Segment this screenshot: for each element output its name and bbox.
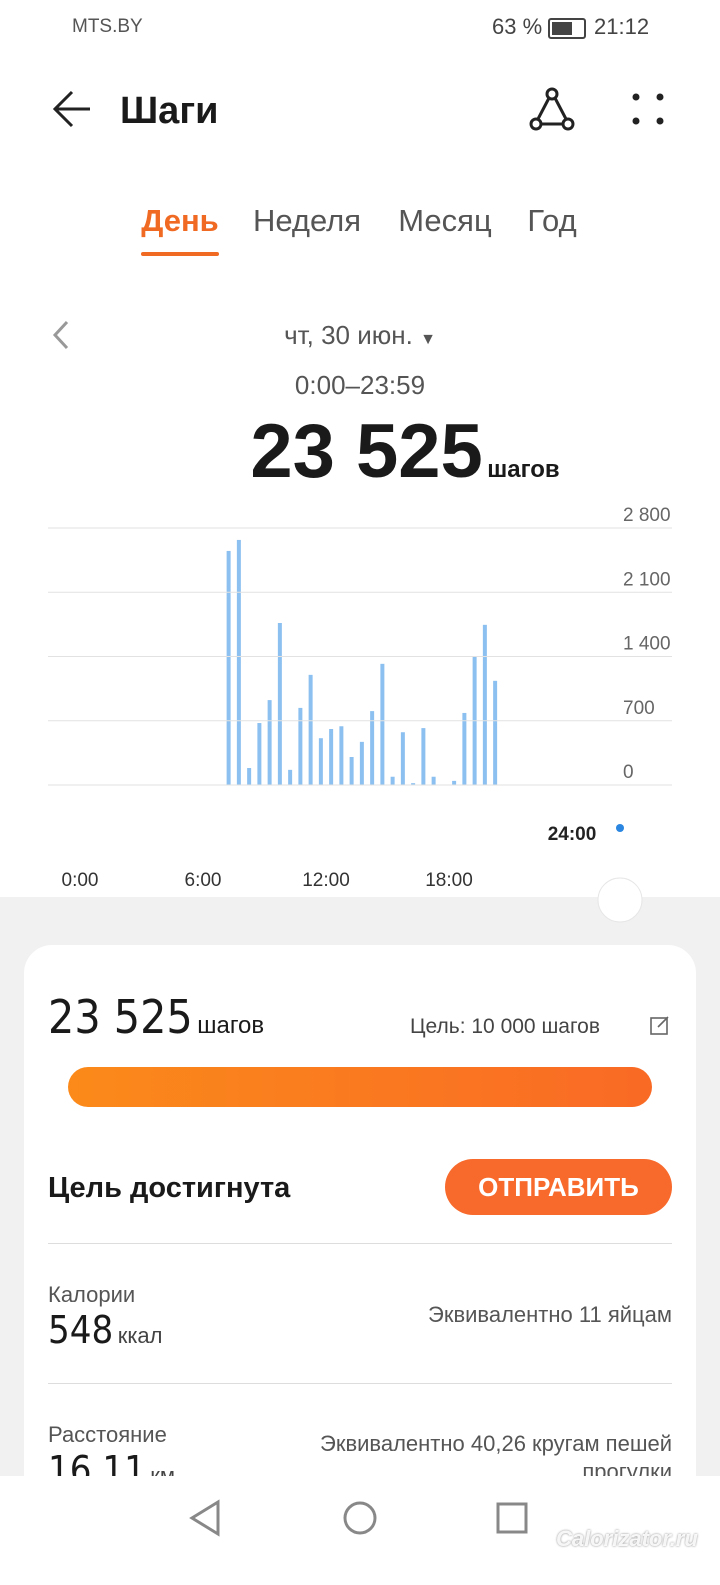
x-tick-label: 6:00	[185, 870, 222, 891]
nav-icons	[189, 1499, 528, 1537]
tab-underline	[141, 252, 219, 256]
divider	[48, 1243, 672, 1244]
cursor-dot	[616, 824, 624, 832]
bar	[226, 550, 231, 785]
y-tick-label: 700	[623, 698, 655, 719]
y-tick-label: 2 100	[623, 569, 671, 590]
x-tick-label: 0:00	[62, 870, 99, 891]
steps-summary: 23 525 шагов	[48, 990, 264, 1044]
nav-bar	[0, 1476, 720, 1560]
divider	[48, 1383, 672, 1384]
bar	[421, 728, 426, 785]
bar	[380, 663, 385, 785]
total-value: 23 525	[250, 409, 483, 494]
nav-home[interactable]	[343, 1501, 377, 1535]
bar	[493, 680, 498, 785]
carrier: MTS.BY	[72, 16, 143, 37]
bar	[411, 783, 416, 785]
bar	[247, 768, 252, 785]
bar	[298, 707, 303, 785]
watermark: Calorizator.ru	[556, 1526, 698, 1551]
edit-goal[interactable]	[648, 1014, 672, 1038]
tab[interactable]: Месяц	[398, 203, 492, 238]
bar	[482, 624, 487, 785]
distance-note: Эквивалентно 40,26 кругам пешей прогулки	[320, 1431, 672, 1484]
bar	[257, 723, 262, 785]
tab[interactable]: День	[141, 203, 219, 238]
back-icon[interactable]	[52, 90, 90, 128]
bar	[236, 539, 241, 785]
x-tick-label: 24:00	[548, 824, 597, 845]
bar	[431, 776, 436, 785]
bar	[370, 711, 375, 785]
bar	[318, 738, 323, 785]
tabs: День Неделя Месяц Год	[0, 203, 720, 263]
y-tick-label: 0	[623, 762, 634, 783]
battery-icon	[548, 18, 586, 39]
share-button[interactable]: ОТПРАВИТЬ	[445, 1159, 672, 1215]
calories-unit: ккал	[117, 1323, 163, 1348]
total-unit: шагов	[487, 456, 560, 483]
clock: 21:12	[594, 14, 650, 39]
route-icon[interactable]	[529, 87, 575, 131]
date[interactable]: чт, 30 июн. ▼	[284, 320, 436, 350]
bar	[308, 674, 313, 785]
slider-knob[interactable]	[597, 877, 643, 923]
y-tick-label: 2 800	[623, 505, 671, 526]
x-tick-label: 12:00	[302, 870, 350, 891]
bar	[339, 726, 344, 785]
bar	[329, 729, 334, 785]
page-title: Шаги	[120, 90, 219, 132]
bar	[288, 769, 293, 785]
calories-note: Эквивалентно 11 яйцам	[428, 1302, 672, 1327]
prev-day[interactable]	[40, 315, 80, 355]
tab[interactable]: Неделя	[252, 203, 362, 238]
distance-label: Расстояние	[48, 1422, 167, 1447]
bar	[267, 700, 272, 785]
nav-back[interactable]	[189, 1499, 220, 1537]
total: 23 525 шагов	[0, 408, 720, 495]
chart: 24:00 18:00 12:00 6:00 0:00 2 800 2 100 1 400 70…	[48, 505, 672, 923]
tab[interactable]: Год	[527, 203, 577, 238]
bar	[390, 776, 395, 785]
bar	[400, 732, 405, 785]
calories-value: 548	[48, 1308, 114, 1352]
goal-status: Цель достигнута	[48, 1172, 291, 1204]
steps-value: 23 525	[48, 990, 193, 1044]
bar	[359, 741, 364, 785]
y-tick-label: 1 400	[623, 634, 671, 655]
calories: 548 ккал	[48, 1308, 163, 1352]
progress-bar	[68, 1067, 652, 1107]
bar	[277, 622, 282, 785]
bar	[462, 712, 467, 785]
more-icon[interactable]	[632, 93, 664, 125]
date-text: чт, 30 июн.	[284, 320, 413, 350]
steps-unit: шагов	[197, 1012, 265, 1039]
calories-label: Калории	[48, 1282, 136, 1307]
x-tick-label: 18:00	[425, 870, 473, 891]
bar	[349, 757, 354, 785]
time-range: 0:00–23:59	[294, 370, 426, 400]
battery-percent: 63 %	[492, 14, 543, 39]
nav-recent[interactable]	[496, 1502, 528, 1534]
goal: Цель: 10 000 шагов	[410, 1015, 601, 1038]
bar	[452, 780, 457, 785]
header-icons	[52, 87, 664, 131]
